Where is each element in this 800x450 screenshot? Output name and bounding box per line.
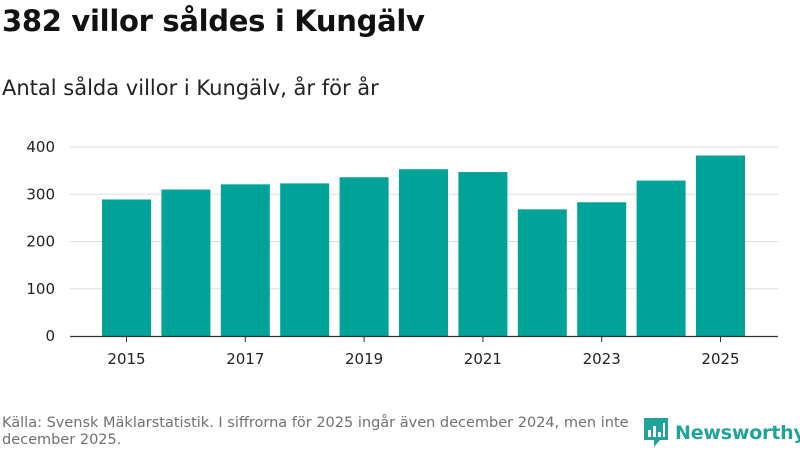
y-tick-label: 300 — [26, 185, 55, 203]
chart-subtitle: Antal sålda villor i Kungälv, år för år — [2, 76, 379, 100]
x-tick-label: 2025 — [701, 350, 739, 368]
source-note: Källa: Svensk Mäklarstatistik. I siffror… — [2, 415, 629, 448]
y-tick-label: 0 — [45, 327, 55, 345]
x-tick-label: 2023 — [583, 350, 621, 368]
bar-2017 — [220, 184, 270, 336]
x-tick-label: 2021 — [464, 350, 502, 368]
bar-chart: 0 100 200 300 400 2015 2017 2019 2021 2023 2025 — [26, 138, 778, 368]
bar-2023 — [577, 202, 627, 336]
y-tick-label: 100 — [26, 280, 55, 298]
chart-title: 382 villor såldes i Kungälv — [2, 4, 425, 38]
bar-2015 — [102, 199, 151, 336]
bar-2016 — [161, 189, 211, 336]
newsworthy-logo-icon — [644, 418, 668, 447]
y-tick-label: 200 — [26, 233, 55, 251]
x-tick-label: 2015 — [107, 350, 145, 368]
bar-2018 — [280, 183, 330, 336]
bar-2021 — [458, 172, 508, 336]
y-tick-label: 400 — [26, 138, 55, 156]
brand-name: Newsworthy — [675, 422, 800, 444]
bar-2025 — [696, 155, 745, 336]
bar-2020 — [399, 169, 448, 336]
x-tick-label: 2019 — [345, 350, 383, 368]
bar-2019 — [339, 177, 389, 336]
bars — [102, 155, 745, 336]
brand-logo: Newsworthy — [644, 417, 800, 449]
axes: 0 100 200 300 400 2015 2017 2019 2021 2023 2025 — [26, 138, 778, 368]
x-tick-label: 2017 — [226, 350, 264, 368]
bar-2022 — [517, 209, 567, 336]
bar-2024 — [636, 180, 686, 336]
